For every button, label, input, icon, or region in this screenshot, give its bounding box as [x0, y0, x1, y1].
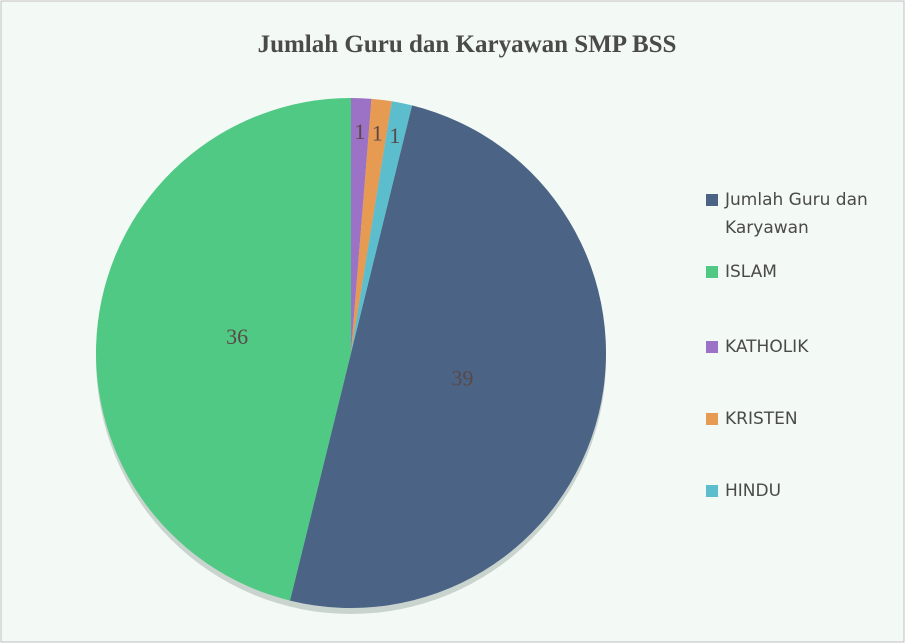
legend-swatch — [706, 485, 718, 497]
data-label: 36 — [226, 324, 248, 349]
legend-swatch — [706, 194, 718, 206]
legend-label: KRISTEN — [725, 409, 798, 429]
data-label: 1 — [372, 120, 383, 145]
legend-label: ISLAM — [725, 262, 777, 282]
data-label: 1 — [389, 123, 400, 148]
legend-label: KATHOLIK — [725, 337, 809, 357]
data-label: 1 — [354, 119, 365, 144]
chart-title: Jumlah Guru dan Karyawan SMP BSS — [258, 31, 677, 58]
data-label: 39 — [451, 366, 473, 391]
legend-swatch — [706, 266, 718, 278]
legend-swatch — [706, 413, 718, 425]
legend-swatch — [706, 341, 718, 353]
chart: Jumlah Guru dan Karyawan SMP BSS 39 36 111… — [0, 0, 905, 643]
legend-label: HINDU — [725, 481, 781, 501]
